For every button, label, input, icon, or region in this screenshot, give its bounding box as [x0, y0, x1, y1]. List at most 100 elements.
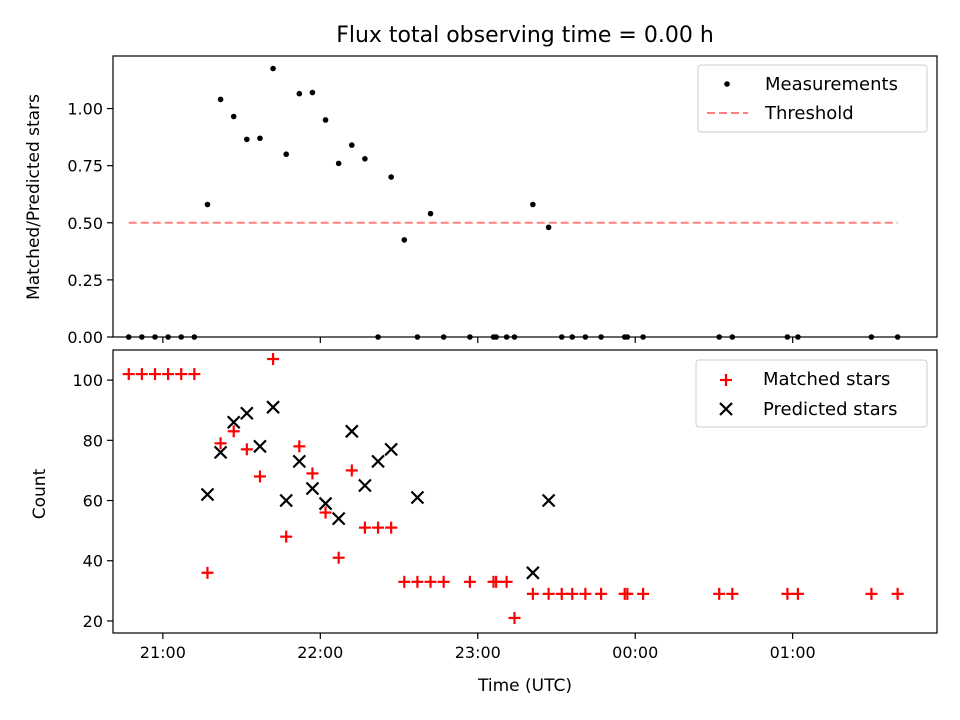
- measurement-point: [257, 135, 263, 142]
- measurement-point: [349, 142, 355, 148]
- measurement-point: [582, 334, 589, 340]
- measurement-point: [362, 156, 368, 162]
- legend-measurements-marker: [724, 81, 730, 87]
- bottom-legend-box: [695, 359, 928, 428]
- matched-star-point: [891, 587, 904, 600]
- matched-star-point: [280, 530, 293, 543]
- measurement-point: [388, 174, 394, 180]
- predicted-star-point: [305, 481, 320, 496]
- matched-star-point: [240, 443, 253, 456]
- matched-star-point: [293, 440, 306, 453]
- legend-threshold-label: Threshold: [764, 103, 854, 124]
- matched-star-point: [372, 521, 385, 534]
- predicted-star-point: [358, 478, 372, 493]
- predicted-star-point: [541, 493, 556, 508]
- measurement-point: [795, 334, 801, 340]
- matched-star-point: [595, 587, 608, 600]
- measurement-point: [309, 89, 316, 96]
- bottom-y-tick-label: 80: [83, 431, 103, 450]
- measurement-point: [868, 334, 875, 340]
- measurement-point: [296, 90, 303, 97]
- measurement-point: [244, 136, 250, 143]
- matched-star-point: [358, 521, 371, 534]
- matched-star-point: [566, 587, 579, 600]
- predicted-star-point: [226, 415, 241, 430]
- measurement-point: [165, 334, 171, 340]
- bottom-y-ticks: 20 40 60 80 100: [72, 371, 113, 631]
- top-marks: [125, 65, 901, 340]
- measurement-point: [152, 334, 158, 340]
- measurement-point: [530, 201, 536, 208]
- predicted-star-point: [213, 445, 228, 460]
- measurement-point: [545, 224, 552, 231]
- bottom-x-tick-label: 23:00: [455, 643, 501, 662]
- measurement-point: [511, 334, 518, 340]
- matched-star-point: [122, 368, 135, 381]
- bottom-legend: Matched stars Predicted stars: [695, 359, 928, 428]
- matched-star-point: [385, 521, 398, 534]
- predicted-star-point: [266, 400, 280, 414]
- top-y-tick-label: 0.00: [67, 328, 103, 347]
- measurement-point: [125, 334, 132, 340]
- measurement-point: [139, 334, 145, 340]
- measurement-point: [322, 117, 329, 123]
- matched-star-point: [253, 470, 266, 483]
- matched-star-point: [865, 587, 878, 600]
- chart-title: Flux total observing time = 0.00 h: [336, 23, 714, 48]
- matched-star-point: [555, 587, 568, 600]
- top-legend: Measurements Threshold: [697, 64, 928, 133]
- bottom-y-axis-label: Count: [30, 468, 50, 519]
- bottom-y-tick-label: 60: [83, 492, 103, 511]
- top-y-tick-label: 0.75: [67, 157, 103, 176]
- predicted-star-point: [345, 424, 359, 439]
- measurement-point: [178, 334, 185, 340]
- legend-matched-marker: [720, 374, 732, 386]
- matched-star-point: [463, 575, 476, 588]
- measurement-point: [894, 334, 901, 340]
- legend-predicted-label: Predicted stars: [763, 399, 897, 420]
- matched-star-point: [411, 575, 424, 588]
- measurement-point: [401, 237, 408, 243]
- matched-star-point: [437, 575, 450, 588]
- predicted-star-point: [240, 406, 254, 421]
- matched-star-point: [148, 368, 161, 381]
- predicted-star-point: [331, 511, 346, 526]
- predicted-star-point: [292, 454, 307, 469]
- measurement-point: [624, 334, 631, 340]
- bottom-y-tick-label: 100: [72, 371, 103, 390]
- top-y-tick-label: 0.25: [67, 271, 103, 290]
- predicted-star-point: [410, 490, 425, 505]
- measurement-point: [440, 334, 447, 340]
- matched-star-point: [490, 575, 503, 588]
- legend-measurements-label: Measurements: [765, 74, 898, 95]
- matched-star-point: [781, 587, 794, 600]
- matched-star-point: [135, 368, 148, 381]
- bottom-y-tick-label: 20: [83, 612, 103, 631]
- top-y-ticks: 0.00 0.25 0.50 0.75 1.00: [67, 100, 113, 347]
- bottom-x-ticks: 21:00 22:00 23:00 00:00 01:00: [140, 633, 816, 662]
- measurement-point: [217, 96, 224, 103]
- bottom-marks: [122, 353, 904, 624]
- matched-star-point: [508, 611, 521, 624]
- measurement-point: [784, 334, 791, 340]
- top-y-tick-label: 1.00: [67, 100, 103, 119]
- measurement-point: [427, 210, 434, 217]
- matched-star-point: [214, 437, 227, 450]
- predicted-star-point: [526, 566, 540, 580]
- top-panel: 0.00 0.25 0.50 0.75 1.00 Matched/Predicted s…: [24, 55, 938, 347]
- measurement-point: [493, 334, 499, 340]
- matched-star-point: [398, 575, 411, 588]
- matched-star-point: [332, 551, 345, 564]
- measurement-point: [283, 151, 289, 158]
- top-y-axis-label: Matched/Predicted stars: [24, 94, 44, 300]
- predicted-star-point: [384, 442, 398, 457]
- matched-star-point: [267, 353, 280, 366]
- predicted-star-point: [253, 439, 267, 454]
- measurement-point: [467, 334, 473, 340]
- measurement-point: [558, 334, 565, 340]
- predicted-star-point: [279, 493, 293, 508]
- matched-star-point: [713, 587, 726, 600]
- matched-star-point: [175, 368, 188, 381]
- top-y-tick-label: 0.50: [67, 214, 103, 233]
